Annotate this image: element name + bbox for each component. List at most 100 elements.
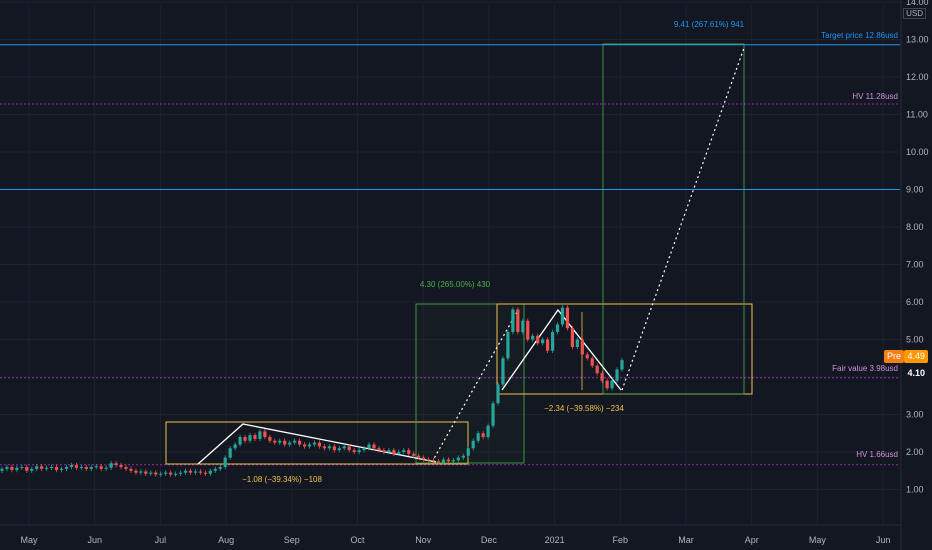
candle-body: [302, 444, 307, 447]
candle-body: [526, 320, 530, 340]
pre-market-label: Pre: [883, 350, 904, 363]
candle-body: [278, 440, 282, 443]
candle-body: [84, 467, 88, 469]
annotations: 9.41 (267.61%) 941 4.30 (265.00%) 430 −1…: [242, 20, 898, 484]
candle-body: [139, 471, 143, 473]
candle-body: [600, 373, 604, 381]
measure-box-green: [415, 303, 525, 464]
y-tick-label: 5.00: [906, 335, 924, 345]
candle-body: [193, 471, 198, 473]
candle-body: [347, 446, 351, 451]
x-tick-label: Sep: [284, 535, 300, 545]
candle-body: [481, 433, 485, 437]
pattern-triangle-1: [197, 423, 437, 465]
y-tick-label: 1.00: [906, 485, 924, 495]
candle-body: [402, 450, 406, 452]
candle-body: [203, 472, 207, 474]
candle-body: [501, 358, 505, 385]
candle-body: [50, 467, 54, 468]
candle-body: [342, 446, 346, 449]
candle-body: [422, 457, 426, 460]
y-tick-label: 14.00: [906, 0, 929, 7]
candles: [0, 305, 624, 477]
candle-body: [327, 446, 331, 449]
candle-body: [273, 440, 277, 443]
y-tick-label: 12.00: [906, 72, 929, 82]
grid: [0, 1, 900, 525]
candle-body: [456, 457, 460, 461]
currency-label: USD: [903, 8, 926, 19]
y-axis[interactable]: 1.002.003.004.005.006.007.008.009.0010.0…: [900, 0, 929, 550]
y-tick-label: 13.00: [906, 35, 929, 45]
candle-body: [79, 467, 83, 468]
candle-body: [575, 339, 579, 347]
y-tick-label: 3.00: [906, 410, 924, 420]
candle-body: [288, 442, 292, 445]
y-tick-label: 11.00: [906, 110, 928, 120]
candle-body: [531, 335, 535, 340]
candle-body: [466, 448, 470, 456]
candle-body: [595, 365, 599, 374]
candle-body: [322, 446, 326, 449]
y-tick-label: 9.00: [906, 185, 924, 195]
candle-body: [486, 425, 490, 437]
candle-body: [268, 437, 272, 441]
candle-body: [129, 468, 133, 471]
level-label-target: Target price 12.86usd: [821, 31, 898, 40]
x-axis[interactable]: May Jun Jul Aug Sep Oct Nov Dec 2021 Feb Mar Apr May…: [0, 524, 900, 545]
x-tick-label: Feb: [613, 535, 629, 545]
level-label-fair: Fair value 3.98usd: [832, 364, 898, 373]
candle-body: [298, 440, 302, 445]
candle-body: [506, 332, 510, 359]
x-tick-label: 2021: [545, 535, 565, 545]
candle-body: [208, 470, 212, 474]
x-tick-label: Oct: [350, 535, 365, 545]
candle-body: [59, 468, 64, 470]
candle-body: [317, 442, 322, 447]
candle-body: [35, 466, 39, 469]
candle-body: [496, 384, 500, 404]
candle-body: [372, 444, 376, 449]
drawings: [165, 43, 753, 465]
candle-body: [476, 433, 480, 441]
candle-body: [397, 452, 401, 454]
candle-body: [15, 467, 19, 470]
candle-body: [40, 466, 44, 469]
candle-body: [605, 380, 609, 389]
y-tick-label: 6.00: [906, 297, 924, 307]
candle-body: [248, 435, 252, 441]
candle-body: [134, 470, 138, 473]
candle-body: [238, 437, 242, 445]
candle-body: [451, 460, 455, 462]
candle-body: [436, 461, 441, 463]
candle-body: [560, 307, 565, 325]
x-tick-label: Jun: [87, 535, 102, 545]
candle-body: [99, 466, 103, 469]
measure-label-target: 9.41 (267.61%) 941: [674, 20, 745, 29]
candle-body: [154, 472, 158, 475]
candle-body: [550, 332, 555, 351]
measure-box-target: [602, 43, 745, 395]
candle-body: [293, 440, 297, 443]
x-tick-label: May: [20, 535, 38, 545]
candle-body: [446, 459, 450, 462]
last-price-label: 4.49: [904, 350, 928, 363]
candle-body: [30, 468, 34, 471]
candle-body: [377, 448, 381, 451]
candle-body: [546, 339, 550, 351]
candle-body: [124, 467, 128, 469]
candle-body: [223, 457, 227, 467]
candle-body: [109, 463, 113, 468]
candle-body: [69, 465, 74, 467]
candle-body: [25, 467, 29, 471]
close-price-label: 4.10: [904, 367, 928, 380]
candle-body: [426, 459, 431, 461]
candle-body: [283, 440, 287, 445]
candle-body: [590, 358, 594, 366]
candle-body: [337, 448, 341, 451]
candle-body: [114, 463, 118, 466]
candle-body: [20, 467, 24, 468]
candle-body: [253, 435, 257, 439]
candle-body: [233, 444, 237, 449]
